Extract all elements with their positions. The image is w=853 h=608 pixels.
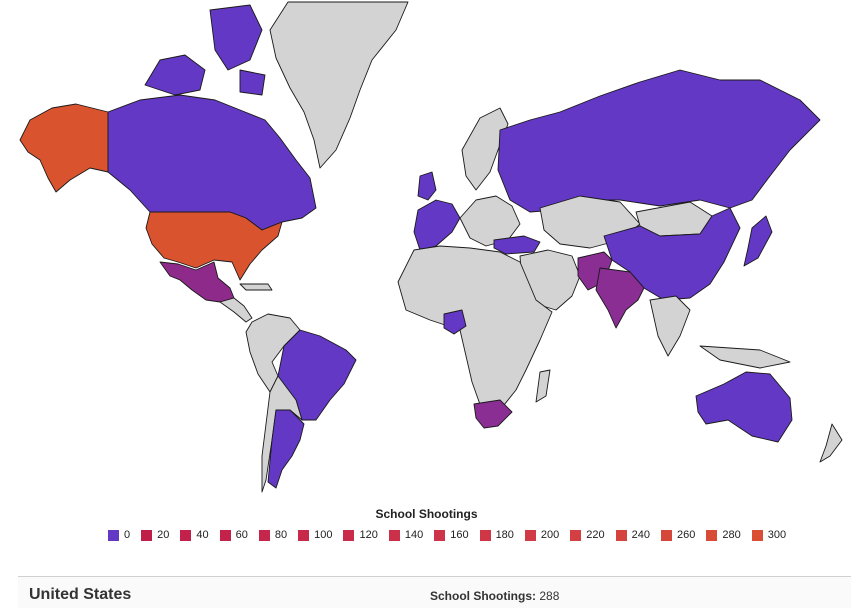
country-india[interactable] [595, 267, 645, 329]
country-europe-east[interactable] [459, 195, 521, 247]
country-south-africa[interactable] [473, 399, 513, 429]
country-greenland[interactable] [269, 1, 409, 169]
legend-swatch [343, 529, 355, 541]
legend-item[interactable]: 20 [141, 529, 169, 541]
legend-label: 80 [274, 529, 288, 541]
country-south-america-north[interactable] [245, 313, 301, 393]
legend-swatch [298, 529, 310, 541]
country-southeast-asia[interactable] [649, 295, 791, 369]
country-madagascar[interactable] [535, 369, 551, 403]
legend-swatch [751, 529, 763, 541]
country-africa[interactable] [397, 245, 553, 411]
legend-item[interactable]: 180 [479, 529, 514, 541]
legend-label: 160 [450, 529, 469, 541]
country-russia[interactable] [497, 69, 821, 213]
info-bar: United States School Shootings: 288 [18, 576, 851, 608]
legend-swatch [388, 529, 400, 541]
country-central-america[interactable] [219, 283, 273, 323]
legend-label: 120 [359, 529, 378, 541]
legend-label: 140 [404, 529, 424, 541]
legend-item[interactable]: 280 [706, 529, 741, 541]
selected-country-stat: School Shootings: 288 [430, 589, 559, 603]
country-japan[interactable] [743, 215, 773, 267]
legend-item[interactable]: 60 [219, 529, 248, 541]
legend-item[interactable]: 220 [570, 529, 605, 541]
stat-label: School Shootings: [430, 589, 536, 603]
legend-swatch [479, 529, 491, 541]
legend: 0 20 40 60 80 100 120 140 160 180 200 220 240 260 280 3… [108, 528, 797, 542]
legend-label: 280 [722, 529, 741, 541]
country-scandinavia[interactable] [461, 107, 509, 191]
country-usa[interactable] [145, 211, 283, 281]
legend-label: 240 [631, 529, 650, 541]
country-nigeria[interactable] [443, 309, 467, 335]
legend-swatch [706, 529, 718, 541]
legend-swatch [180, 529, 192, 541]
legend-item[interactable]: 100 [298, 529, 332, 541]
legend-label: 100 [314, 529, 333, 541]
legend-label: 20 [157, 529, 170, 541]
legend-item[interactable]: 240 [615, 529, 650, 541]
legend-swatch [219, 529, 231, 541]
legend-item[interactable]: 80 [258, 529, 288, 541]
legend-label: 180 [495, 529, 514, 541]
selected-country-name: United States [29, 586, 132, 603]
legend-title: School Shootings [375, 507, 478, 521]
legend-swatch [570, 529, 582, 541]
legend-swatch [524, 529, 536, 541]
stat-value: 288 [539, 589, 560, 603]
country-new-zealand[interactable] [819, 423, 843, 463]
legend-swatch [661, 529, 672, 541]
legend-label: 300 [767, 529, 787, 541]
legend-label: 220 [586, 529, 605, 541]
country-australia[interactable] [695, 371, 793, 443]
legend-item[interactable]: 120 [343, 529, 378, 541]
legend-label: 260 [677, 529, 696, 541]
legend-swatch [258, 529, 270, 541]
country-usa-alaska[interactable] [19, 103, 109, 193]
legend-item[interactable]: 140 [388, 529, 424, 541]
legend-item[interactable]: 300 [751, 529, 787, 541]
country-canada[interactable] [107, 94, 317, 231]
world-map[interactable] [0, 0, 853, 500]
legend-item[interactable]: 260 [661, 529, 695, 541]
legend-label: 40 [196, 529, 209, 541]
legend-label: 0 [124, 529, 131, 541]
legend-label: 60 [235, 529, 248, 541]
legend-item[interactable]: 160 [434, 529, 469, 541]
legend-label: 200 [540, 529, 560, 541]
legend-swatch [615, 529, 627, 541]
legend-item[interactable]: 0 [108, 529, 130, 541]
country-europe-west[interactable] [413, 199, 461, 251]
legend-item[interactable]: 40 [180, 529, 209, 541]
legend-swatch [141, 529, 153, 541]
country-canada-islands[interactable] [144, 4, 266, 96]
country-uk[interactable] [417, 171, 437, 201]
country-turkey[interactable] [493, 235, 541, 255]
legend-item[interactable]: 200 [524, 529, 560, 541]
legend-swatch [434, 529, 446, 541]
legend-swatch [108, 529, 119, 541]
country-argentina[interactable] [267, 409, 305, 489]
